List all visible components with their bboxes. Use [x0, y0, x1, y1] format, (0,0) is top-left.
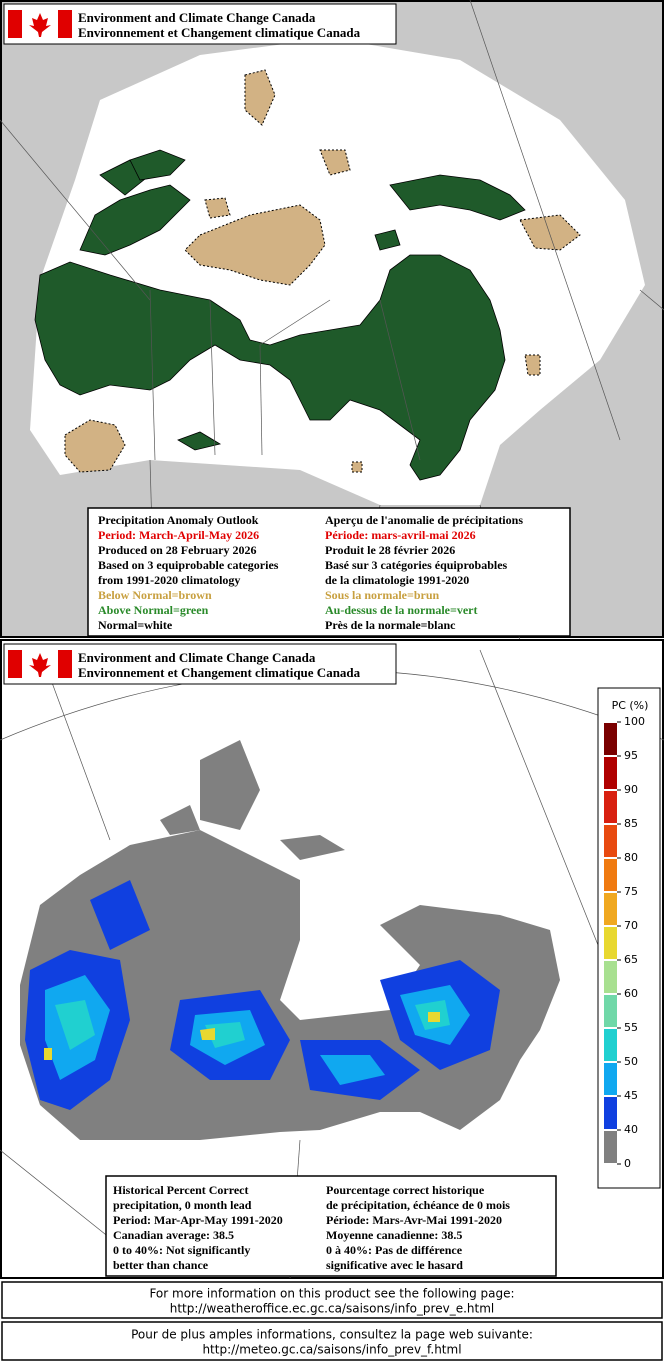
info-line: de la climatologie 1991-2020 — [325, 573, 469, 587]
legend-swatch — [604, 1029, 617, 1061]
info-line: Produced on 28 February 2026 — [98, 543, 256, 557]
footer-link[interactable]: http://meteo.gc.ca/saisons/info_prev_f.h… — [202, 1343, 461, 1357]
legend-label: 80 — [624, 851, 638, 864]
info-line: Période: Mars-Avr-Mai 1991-2020 — [326, 1213, 502, 1227]
info-line: Pourcentage correct historique — [326, 1183, 485, 1197]
headers: Environment and Climate Change CanadaEnv… — [3, 3, 397, 685]
info-line: better than chance — [113, 1258, 209, 1272]
info-line: from 1991-2020 climatology — [98, 573, 240, 587]
footer-link[interactable]: http://weatheroffice.ec.gc.ca/saisons/in… — [170, 1302, 494, 1316]
legend-label: 70 — [624, 919, 638, 932]
legend-swatch — [604, 893, 617, 925]
legend-swatch — [604, 927, 617, 959]
legend-swatch — [604, 961, 617, 993]
info-line: 0 to 40%: Not significantly — [113, 1243, 250, 1257]
info-line: Basé sur 3 catégories équiprobables — [325, 558, 508, 572]
flag-bar — [58, 10, 72, 38]
flag-bar — [8, 10, 22, 38]
info-line: Historical Percent Correct — [113, 1183, 249, 1197]
footer-box — [1, 1321, 663, 1361]
info-line: Près de la normale=blanc — [325, 618, 456, 632]
maple-leaf — [29, 653, 51, 677]
info-line: Period: Mar-Apr-May 1991-2020 — [113, 1213, 283, 1227]
legend-swatch — [604, 791, 617, 823]
legend-label: 60 — [624, 987, 638, 1000]
below-normal-areas — [64, 69, 581, 473]
info-line: Période: mars-avril-mai 2026 — [325, 528, 476, 542]
legend-label: 75 — [624, 885, 638, 898]
info-line: Au-dessus de la normale=vert — [325, 603, 478, 617]
info-box — [87, 507, 571, 637]
legend-label: 85 — [624, 817, 638, 830]
legend-swatch — [604, 1097, 617, 1129]
above-normal-areas — [34, 149, 526, 481]
legend-swatch — [604, 1131, 617, 1163]
info-line: Produit le 28 février 2026 — [325, 543, 455, 557]
legend-label: 50 — [624, 1055, 638, 1068]
info-line: Below Normal=brown — [98, 588, 212, 602]
info-line: Aperçu de l'anomalie de précipitations — [325, 513, 523, 527]
flag-bar — [58, 650, 72, 678]
info-box — [105, 1175, 557, 1277]
info-line: Precipitation Anomaly Outlook — [98, 513, 259, 527]
legend-swatch — [604, 825, 617, 857]
legend-label: 45 — [624, 1089, 638, 1102]
info-line: Period: March-April-May 2026 — [98, 528, 259, 542]
legend-label: 95 — [624, 749, 638, 762]
legend-swatch — [604, 995, 617, 1027]
legend: 100 95 90 85 80 75 70 65 60 55 50 45 40 0 — [604, 715, 645, 1170]
info-line: Based on 3 equiprobable categories — [98, 558, 279, 572]
legend-label: 90 — [624, 783, 638, 796]
legend-title: PC (%) — [612, 699, 649, 712]
info-line: Canadian average: 38.5 — [113, 1228, 234, 1242]
legend-swatch — [604, 723, 617, 755]
maple-leaf — [29, 13, 51, 37]
map-land — [20, 830, 560, 1140]
header-line: Environment and Climate Change Canada — [78, 10, 316, 25]
info-line: Above Normal=green — [98, 603, 209, 617]
skill-areas — [25, 880, 500, 1110]
legend-label: 0 — [624, 1157, 631, 1170]
header-line: Environment and Climate Change Canada — [78, 650, 316, 665]
legend-swatch — [604, 757, 617, 789]
legend-label: 65 — [624, 953, 638, 966]
footer-text: For more information on this product see… — [149, 1287, 514, 1301]
legend-swatch — [604, 859, 617, 891]
footer-box — [1, 1281, 663, 1319]
flag-bar — [8, 650, 22, 678]
header-line: Environnement et Changement climatique C… — [78, 25, 361, 40]
info-line: Moyenne canadienne: 38.5 — [326, 1228, 462, 1242]
info-line: Sous la normale=brun — [325, 588, 440, 602]
info-line: significative avec le hasard — [326, 1258, 463, 1272]
legend-label: 55 — [624, 1021, 638, 1034]
legend-label: 40 — [624, 1123, 638, 1136]
percent-correct-panel — [0, 639, 664, 1279]
legend-label: 100 — [624, 715, 645, 728]
legend-swatch — [604, 1063, 617, 1095]
info-line: precipitation, 0 month lead — [113, 1198, 252, 1212]
header-line: Environnement et Changement climatique C… — [78, 665, 361, 680]
info-line: de précipitation, échéance de 0 mois — [326, 1198, 510, 1212]
arctic-islands — [160, 740, 345, 860]
info-line: Normal=white — [98, 618, 173, 632]
info-line: 0 à 40%: Pas de différence — [326, 1243, 463, 1257]
footer-text: Pour de plus amples informations, consul… — [131, 1328, 533, 1342]
